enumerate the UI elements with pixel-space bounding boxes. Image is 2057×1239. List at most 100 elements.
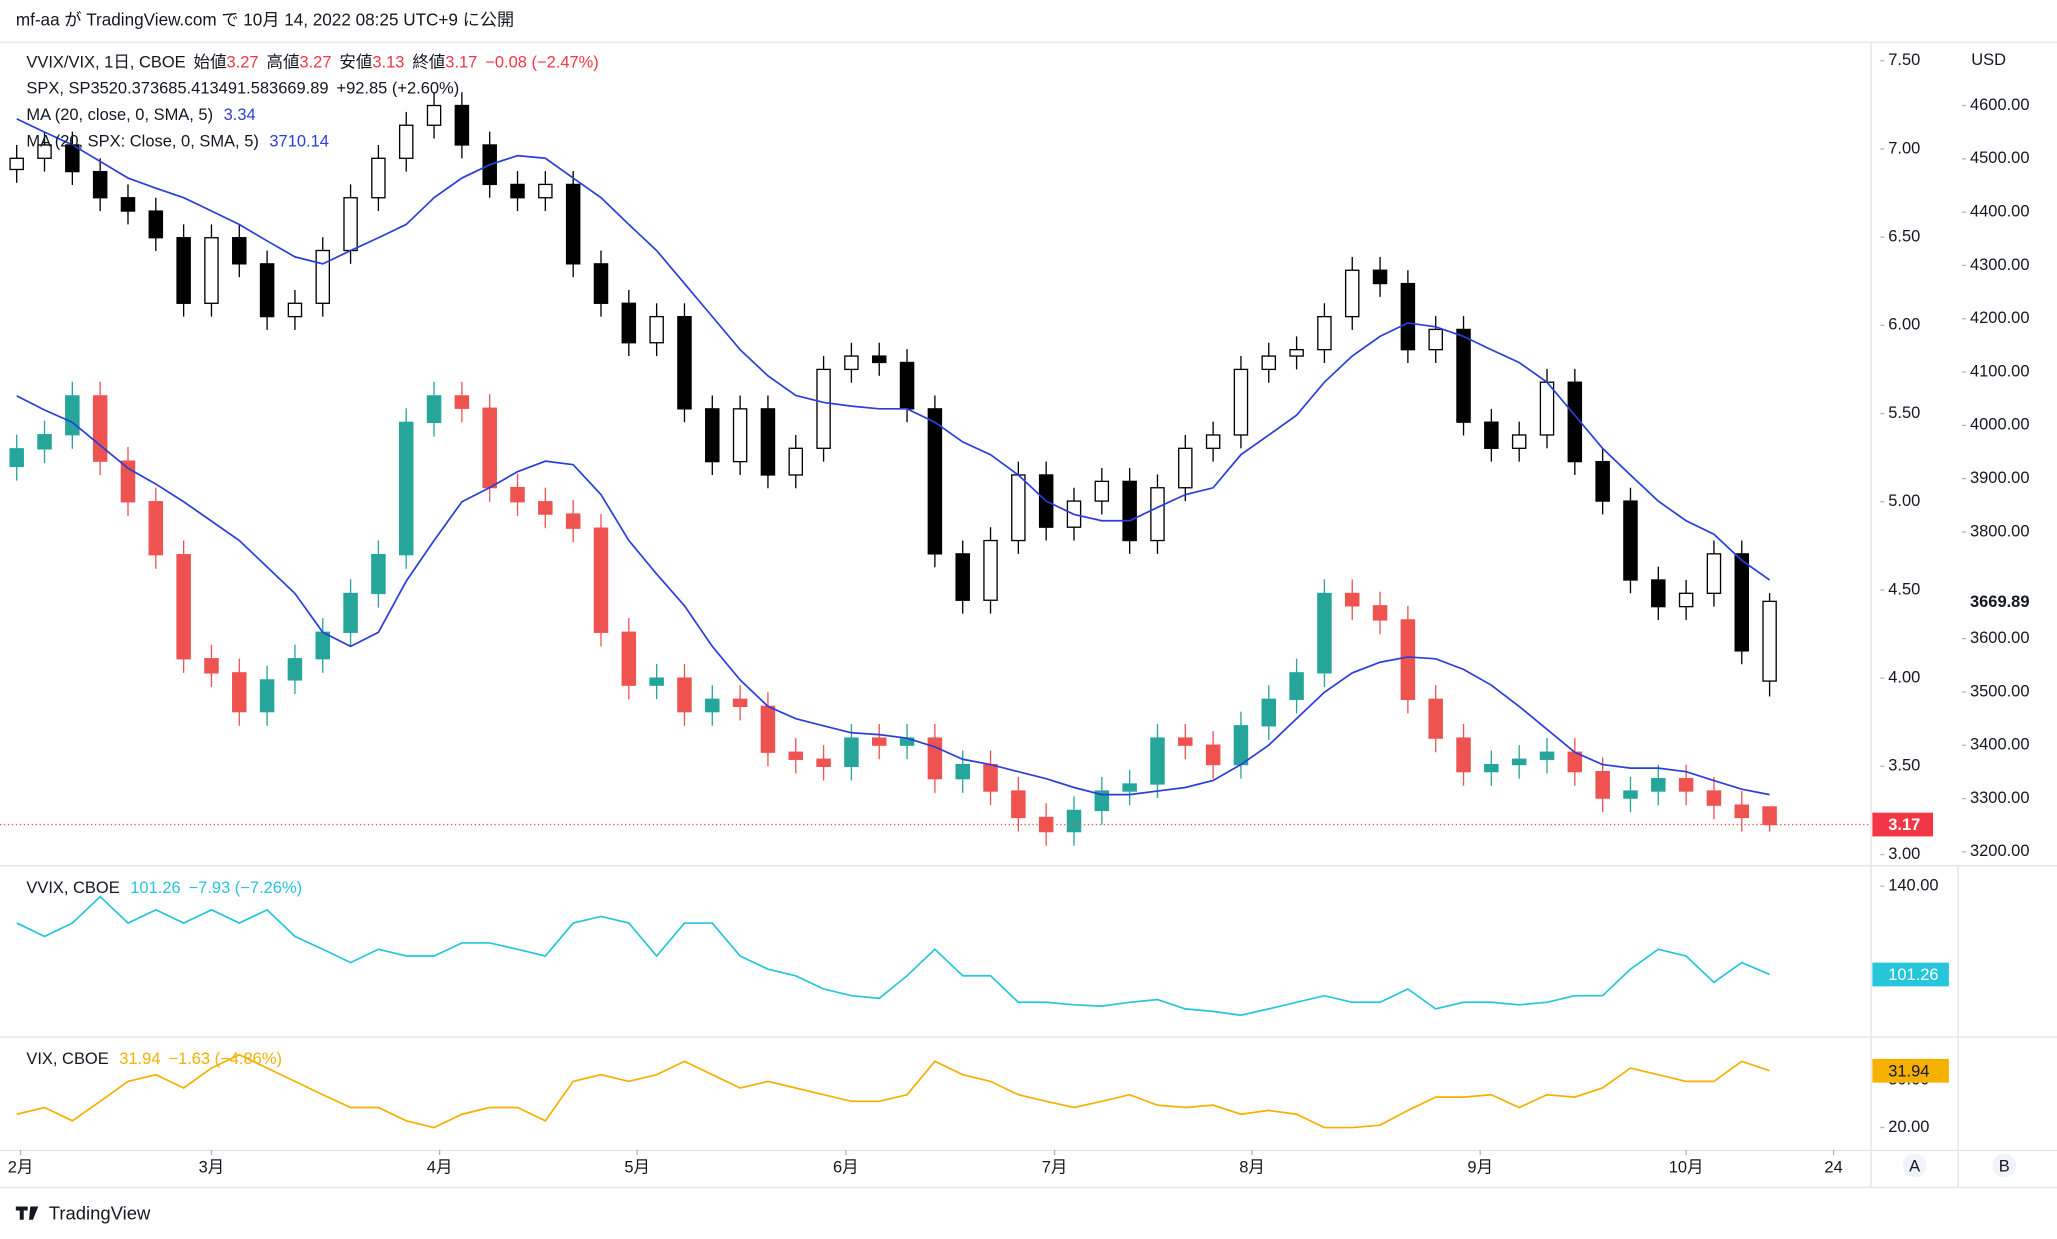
x-tick-label: 24 bbox=[1824, 1159, 1842, 1177]
frame bbox=[0, 41, 2057, 1189]
candle-body bbox=[1428, 328, 1443, 351]
legend-item: 3.13 bbox=[372, 54, 404, 72]
legend-item: 3669.89 bbox=[269, 80, 329, 98]
legend: VVIX/VIX, 1日, CBOE 始値3.27 高値3.27 安値3.13 終値3.… bbox=[26, 54, 598, 72]
candle-body bbox=[677, 677, 692, 713]
candle-body bbox=[1511, 434, 1527, 449]
legend-item: VVIX/VIX, 1日, CBOE bbox=[26, 54, 185, 72]
candle-body bbox=[454, 104, 470, 146]
price-tag-label: 101.26 bbox=[1888, 966, 1938, 984]
candle-body bbox=[1372, 605, 1388, 621]
price-tag bbox=[1962, 589, 2044, 614]
legend-item: VVIX, CBOE bbox=[26, 879, 119, 897]
candle-body bbox=[1511, 758, 1527, 766]
candle-body bbox=[482, 407, 497, 489]
y-tick-label: 3.50 bbox=[1888, 757, 1920, 775]
legend-item: 3685.41 bbox=[150, 80, 210, 98]
candle-body bbox=[1094, 790, 1110, 812]
candle-body bbox=[1678, 592, 1694, 608]
y-tick-label: 3300.00 bbox=[1970, 789, 2030, 807]
candle-body bbox=[371, 157, 386, 199]
candle-body bbox=[315, 249, 331, 304]
y-tick-label: 6.50 bbox=[1888, 228, 1920, 246]
x-tick-label: 6月 bbox=[833, 1159, 859, 1177]
y-tick-label: 7.00 bbox=[1888, 139, 1920, 157]
candle-body bbox=[649, 677, 664, 686]
legend-item: 101.26 bbox=[130, 879, 180, 897]
candle-body bbox=[148, 501, 164, 556]
candle-body bbox=[371, 554, 386, 595]
button-label[interactable]: B bbox=[1999, 1157, 2010, 1175]
y-tick-label: 3400.00 bbox=[1970, 736, 2030, 754]
candle-body bbox=[1261, 698, 1277, 727]
y-tick-label: 7.50 bbox=[1888, 51, 1920, 69]
scale-button[interactable] bbox=[1992, 1153, 2017, 1178]
legend-item: SPX, SP bbox=[26, 80, 90, 98]
candle-body bbox=[176, 554, 191, 660]
y-tick-label: 4000.00 bbox=[1970, 416, 2030, 434]
x-tick-label: 5月 bbox=[624, 1159, 650, 1177]
y-tick-label: 3500.00 bbox=[1970, 682, 2030, 700]
candle-body bbox=[871, 355, 887, 364]
candle-body bbox=[1122, 480, 1137, 542]
series-line bbox=[16, 895, 1770, 1017]
candle-body bbox=[1484, 421, 1499, 449]
candle-body bbox=[983, 539, 998, 601]
candle-body bbox=[92, 395, 108, 462]
candle-body bbox=[1762, 806, 1777, 826]
candle-body bbox=[732, 408, 748, 463]
candle-body bbox=[538, 183, 553, 199]
auto-scale-button[interactable] bbox=[1902, 1153, 1927, 1178]
candle-body bbox=[9, 157, 24, 171]
logo-part bbox=[29, 1206, 39, 1220]
candle-body bbox=[705, 698, 720, 713]
legend-item: MA (20, close, 0, SMA, 5) bbox=[26, 106, 213, 124]
candle-body bbox=[677, 315, 692, 410]
candle-body bbox=[454, 395, 470, 409]
candle-body bbox=[232, 237, 247, 265]
candle-body bbox=[1762, 600, 1777, 682]
candle-body bbox=[1623, 790, 1638, 799]
legend-item: −1.63 (−4.86%) bbox=[168, 1051, 282, 1069]
legend-item: 安値 bbox=[339, 54, 372, 72]
legend-item: 3.34 bbox=[224, 106, 256, 124]
legend-item: 3.27 bbox=[227, 54, 259, 72]
legend-item: −7.93 (−7.26%) bbox=[189, 879, 303, 897]
candle-body bbox=[343, 197, 358, 252]
candle-body bbox=[1344, 269, 1360, 318]
candle-body bbox=[1094, 480, 1110, 502]
legend: SPX, SP3520.373685.413491.583669.89 +92.8… bbox=[26, 80, 459, 98]
x-tick-label: 4月 bbox=[427, 1159, 453, 1177]
candle-body bbox=[1178, 737, 1193, 746]
candle-body bbox=[398, 124, 414, 159]
legend-item: 3.27 bbox=[299, 54, 331, 72]
y-tick-label: 20.00 bbox=[1888, 1118, 1929, 1136]
candle-body bbox=[1400, 619, 1416, 700]
candle-body bbox=[1122, 783, 1137, 792]
x-tick-label: 3月 bbox=[199, 1159, 225, 1177]
price-tag bbox=[1872, 1058, 1949, 1083]
candle-body bbox=[1706, 790, 1722, 806]
candle-body bbox=[1178, 447, 1193, 489]
candle-body bbox=[816, 368, 831, 449]
y-tick-label: 4100.00 bbox=[1970, 362, 2030, 380]
legend-item: 高値 bbox=[266, 54, 299, 72]
candle-body bbox=[1317, 315, 1332, 351]
y-tick-label: 4300.00 bbox=[1970, 256, 2030, 274]
candle-body bbox=[120, 197, 136, 212]
candle-body bbox=[287, 658, 303, 681]
price-tag bbox=[1872, 812, 1934, 837]
y-tick-label: 4.50 bbox=[1888, 580, 1920, 598]
candle-body bbox=[1344, 592, 1360, 607]
y-tick-label: 4.00 bbox=[1888, 668, 1920, 686]
button-label[interactable]: A bbox=[1909, 1157, 1920, 1175]
candle-body bbox=[788, 751, 804, 760]
y2-axis-label: USD bbox=[1971, 51, 2006, 69]
series-line bbox=[16, 1053, 1770, 1129]
candle-body bbox=[732, 698, 748, 708]
candle-body bbox=[1011, 790, 1026, 819]
x-tick-label: 7月 bbox=[1042, 1159, 1068, 1177]
y-tick-label: 4400.00 bbox=[1970, 202, 2030, 220]
candle-body bbox=[760, 408, 776, 476]
